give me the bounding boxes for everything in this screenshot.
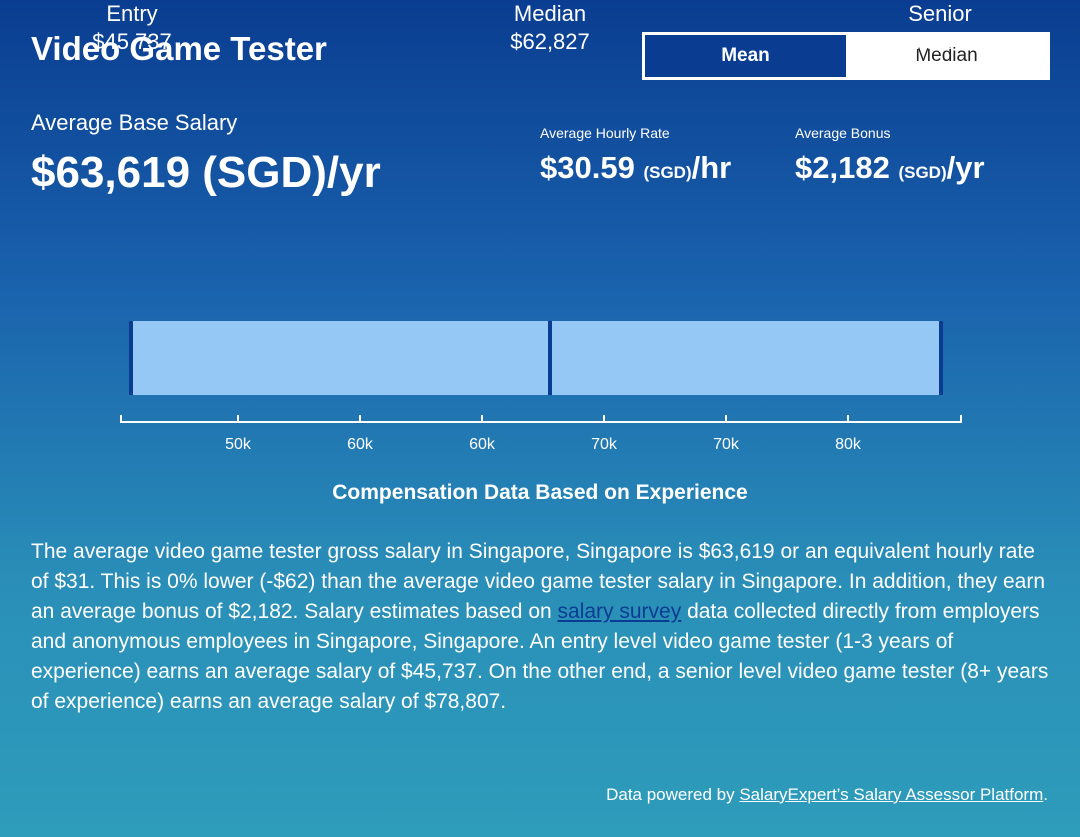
median-marker: Median $62,827 (490, 0, 610, 56)
senior-label: Senior (908, 1, 972, 26)
median-to-senior-bar (552, 321, 940, 395)
hourly-rate-value: $30.59 (SGD)/hr (540, 150, 731, 186)
chart-caption: Compensation Data Based on Experience (332, 481, 748, 504)
salary-description: The average video game tester gross sala… (31, 537, 1051, 717)
axis-tick-label: 70k (591, 436, 617, 453)
data-credit: Data powered by SalaryExpert’s Salary As… (606, 785, 1048, 805)
senior-value: $78,807 (900, 29, 980, 54)
mean-toggle-button[interactable]: Mean (645, 35, 846, 77)
axis-tick-label: 60k (347, 436, 373, 453)
axis-tick (237, 415, 239, 423)
axis-end-tick (120, 415, 122, 423)
page-title: Video Game Tester (31, 30, 327, 67)
entry-label: Entry (106, 1, 158, 26)
axis-tick (481, 415, 483, 423)
entry-to-median-bar (132, 321, 548, 395)
bonus-suffix: /yr (946, 150, 985, 185)
axis-tick-label: 60k (469, 436, 495, 453)
hourly-rate-label: Average Hourly Rate (540, 125, 670, 141)
entry-bar-edge (129, 321, 133, 395)
salary-survey-link[interactable]: salary survey (557, 600, 682, 623)
axis-tick (359, 415, 361, 423)
axis-tick-label: 80k (835, 436, 861, 453)
base-salary-label: Average Base Salary (31, 110, 238, 135)
axis-tick (603, 415, 605, 423)
median-bar-divider (548, 321, 552, 395)
bonus-label: Average Bonus (795, 125, 891, 141)
hourly-rate-suffix: /hr (691, 150, 732, 185)
description-text: The average video game tester gross sala… (31, 540, 1046, 623)
credit-prefix: Data powered by (606, 785, 740, 804)
salary-assessor-link[interactable]: SalaryExpert’s Salary Assessor Platform (739, 785, 1044, 804)
axis-tick (725, 415, 727, 423)
bonus-value: $2,182 (SGD)/yr (795, 150, 985, 186)
description-text: data collected directly from employers a… (31, 600, 1049, 713)
axis-end-tick (960, 415, 962, 423)
entry-value: $45,737 (92, 29, 172, 54)
hourly-rate-amount: $30.59 (540, 150, 635, 185)
median-label: Median (513, 1, 587, 26)
base-salary-value: $63,619 (SGD)/yr (31, 148, 381, 197)
axis-tick (847, 415, 849, 423)
axis-tick-label: 50k (225, 436, 251, 453)
axis-tick-label: 70k (713, 436, 739, 453)
senior-bar-edge (939, 321, 943, 395)
median-toggle-button[interactable]: Median (846, 35, 1047, 77)
x-axis-line (120, 421, 962, 423)
bonus-amount: $2,182 (795, 150, 890, 185)
median-value: $62,827 (510, 29, 590, 54)
credit-suffix: . (1043, 785, 1048, 804)
mean-median-toggle[interactable]: Mean Median (642, 32, 1050, 80)
entry-marker: Entry $45,737 (72, 0, 192, 56)
bonus-currency: (SGD) (898, 163, 947, 182)
senior-marker: Senior $78,807 (880, 0, 1000, 56)
hourly-rate-currency: (SGD) (643, 163, 692, 182)
